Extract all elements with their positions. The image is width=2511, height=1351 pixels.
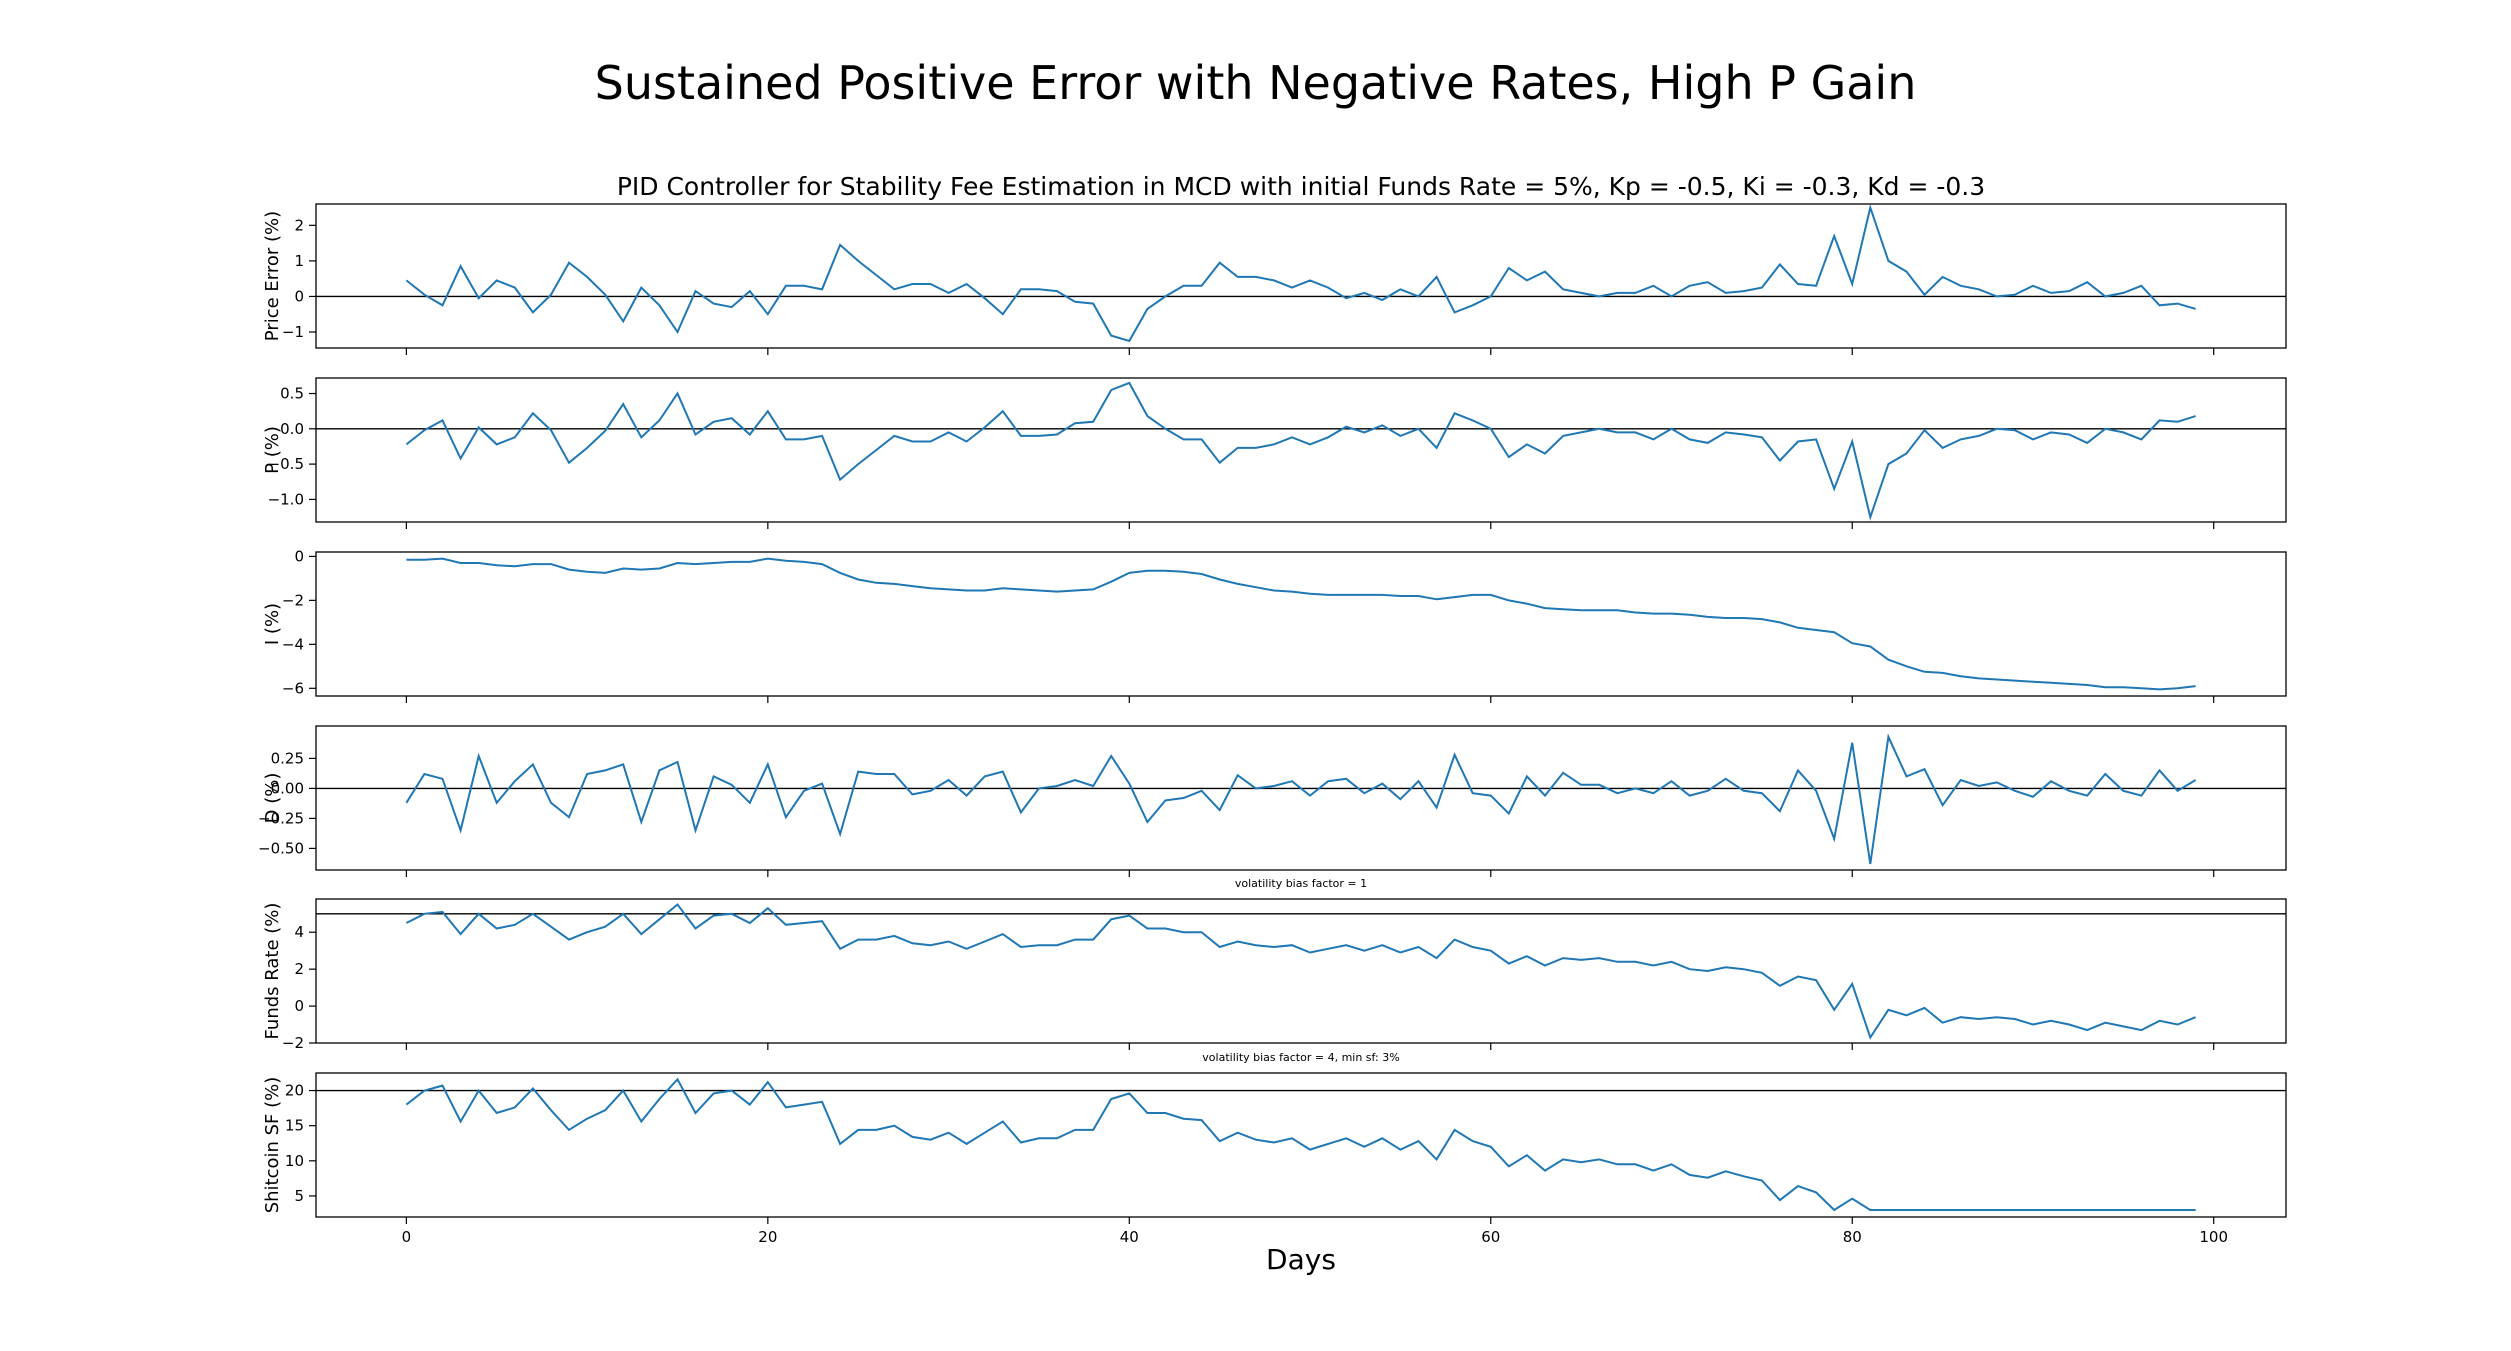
series-line-p <box>405 381 2196 521</box>
x-tick-label: 40 <box>1120 1228 1139 1246</box>
x-tick-label: 100 <box>2199 1228 2228 1246</box>
panel-frame-price_error <box>315 203 2287 349</box>
y-tick-label-shitcoin_sf: 5 <box>294 1187 304 1205</box>
y-tick-label-funds_rate: −2 <box>282 1034 304 1052</box>
y-axis-label-d: D (%) <box>262 773 283 824</box>
y-tick-label-shitcoin_sf: 20 <box>285 1082 304 1100</box>
y-tick-label-d: −0.50 <box>258 839 304 857</box>
x-tick-label: 20 <box>758 1228 777 1246</box>
y-tick-label-i: 0 <box>294 547 304 565</box>
y-tick-label-p: 0.5 <box>280 385 304 403</box>
panel-annotation-funds_rate: volatility bias factor = 1 <box>1235 877 1367 890</box>
y-axis-label-i: I (%) <box>262 603 283 645</box>
panel-frame-shitcoin_sf <box>315 1072 2287 1218</box>
chart-subtitle: PID Controller for Stability Fee Estimat… <box>616 172 1986 201</box>
y-tick-label-p: 0.0 <box>280 420 304 438</box>
series-line-shitcoin_sf <box>405 1077 2196 1212</box>
y-tick-label-i: −4 <box>282 635 304 653</box>
y-axis-label-funds_rate: Funds Rate (%) <box>262 903 283 1040</box>
y-axis-label-shitcoin_sf: Shitcoin SF (%) <box>262 1077 283 1214</box>
x-tick-label: 80 <box>1843 1228 1862 1246</box>
y-tick-label-i: −6 <box>282 679 304 697</box>
y-axis-label-price_error: Price Error (%) <box>262 211 283 341</box>
panel-frame-d <box>315 725 2287 871</box>
x-axis-label: Days <box>1266 1243 1336 1276</box>
y-tick-label-shitcoin_sf: 15 <box>285 1117 304 1135</box>
y-axis-label-p: P (%) <box>262 426 283 474</box>
series-line-i <box>406 557 2196 691</box>
figure-title: Sustained Positive Error with Negative R… <box>594 56 1917 110</box>
y-tick-label-shitcoin_sf: 10 <box>285 1152 304 1170</box>
series-line-price_error <box>405 203 2196 343</box>
y-tick-label-price_error: 2 <box>294 216 304 234</box>
y-tick-label-funds_rate: 4 <box>294 923 304 941</box>
y-tick-label-p: −0.5 <box>268 455 304 473</box>
y-tick-label-d: −0.25 <box>258 809 304 827</box>
panel-frame-p <box>315 377 2287 523</box>
y-tick-label-price_error: 1 <box>294 252 304 270</box>
y-tick-label-d: 0.25 <box>271 749 304 767</box>
y-tick-label-funds_rate: 0 <box>294 997 304 1015</box>
y-tick-label-p: −1.0 <box>268 490 304 508</box>
series-line-funds_rate <box>405 903 2196 1040</box>
x-tick-label: 0 <box>402 1228 412 1246</box>
y-tick-label-d: 0.00 <box>271 779 304 797</box>
panel-frame-funds_rate <box>315 898 2287 1044</box>
y-tick-label-price_error: −1 <box>282 323 304 341</box>
x-tick-label: 60 <box>1481 1228 1500 1246</box>
series-line-d <box>405 733 2197 865</box>
y-tick-label-i: −2 <box>282 591 304 609</box>
y-tick-label-funds_rate: 2 <box>294 960 304 978</box>
panel-annotation-shitcoin_sf: volatility bias factor = 4, min sf: 3% <box>1202 1051 1399 1064</box>
panel-frame-i <box>315 551 2287 697</box>
y-tick-label-price_error: 0 <box>294 287 304 305</box>
